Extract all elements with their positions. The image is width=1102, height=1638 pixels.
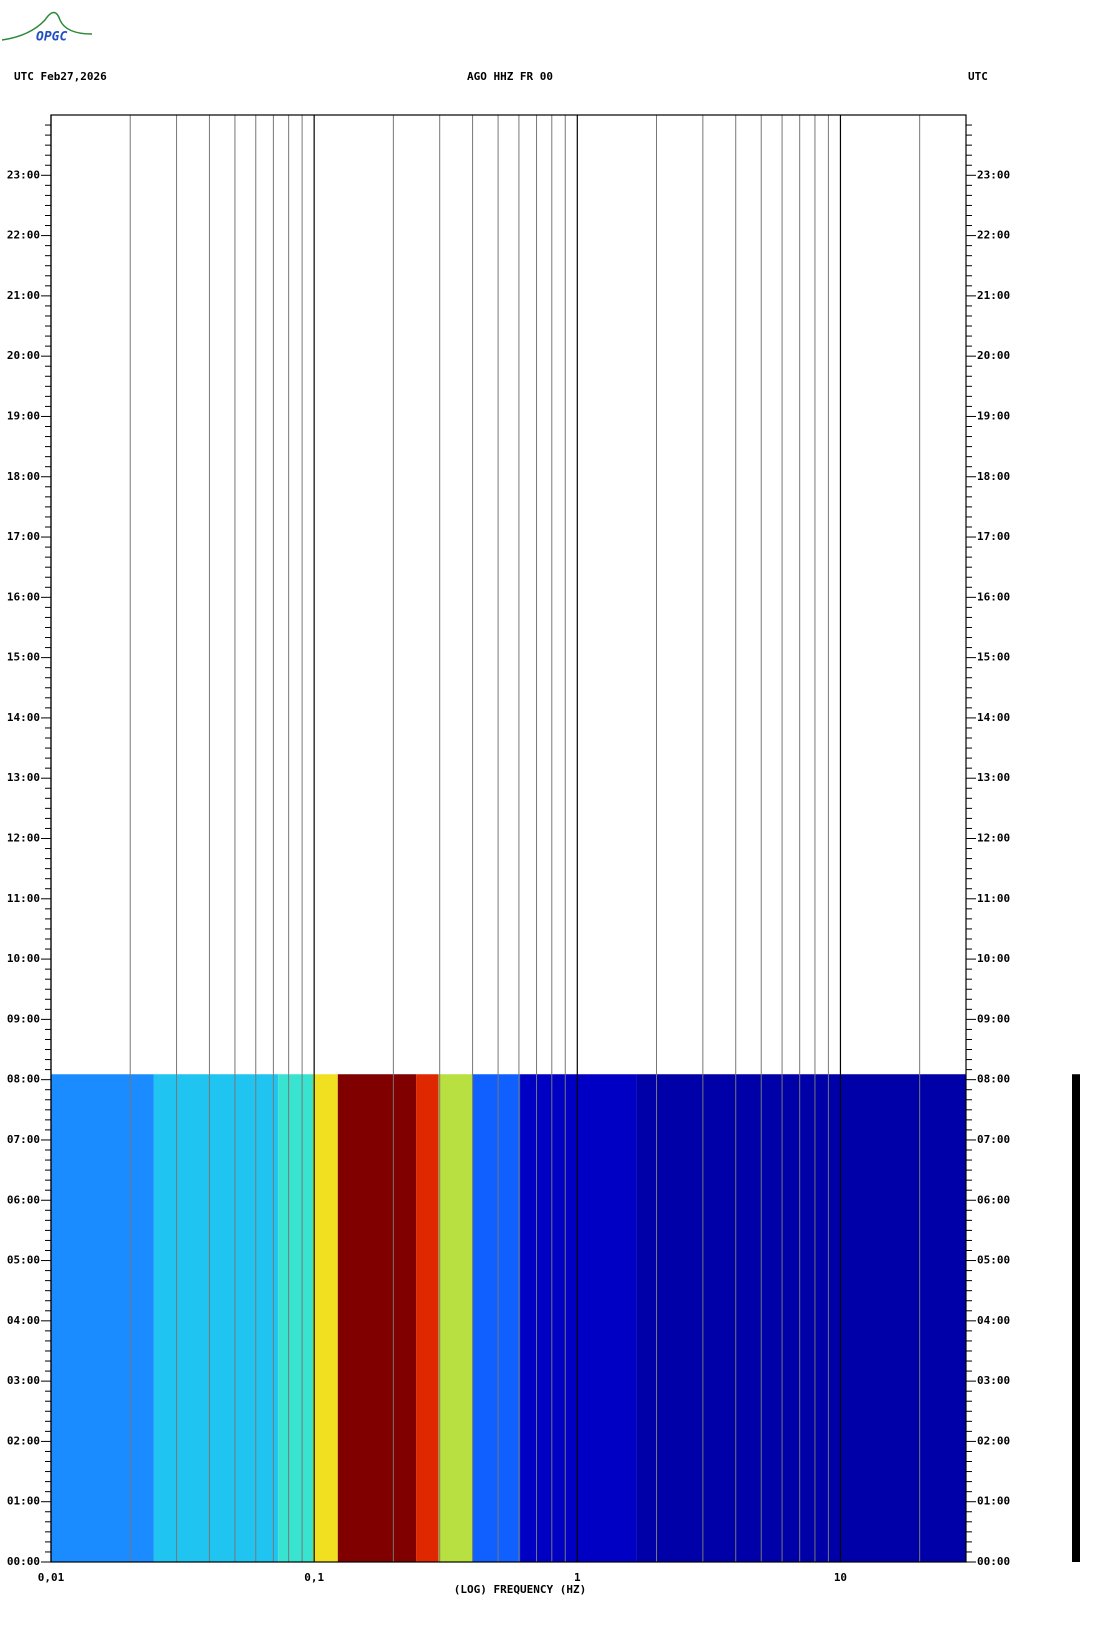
y-tick-label: 04:00 (7, 1314, 40, 1327)
spectrum-band (520, 1074, 637, 1562)
spectrum-band (416, 1074, 439, 1562)
y-tick-label-right: 09:00 (977, 1012, 1010, 1025)
y-tick-label-right: 15:00 (977, 651, 1010, 664)
y-tick-label: 12:00 (7, 832, 40, 845)
x-axis-label: (LOG) FREQUENCY (HZ) (454, 1583, 586, 1596)
y-tick-label-right: 07:00 (977, 1133, 1010, 1146)
y-tick-label: 18:00 (7, 470, 40, 483)
y-tick-label: 15:00 (7, 651, 40, 664)
spectrum-band (472, 1074, 521, 1562)
y-tick-label: 07:00 (7, 1133, 40, 1146)
y-tick-label: 16:00 (7, 590, 40, 603)
y-tick-label-right: 22:00 (977, 229, 1010, 242)
spectrum-band (51, 1074, 154, 1562)
y-tick-label: 01:00 (7, 1495, 40, 1508)
y-tick-label: 14:00 (7, 711, 40, 724)
y-tick-label-right: 20:00 (977, 349, 1010, 362)
y-tick-label: 00:00 (7, 1555, 40, 1568)
spectrum-band (438, 1074, 473, 1562)
y-tick-label-right: 01:00 (977, 1495, 1010, 1508)
y-tick-label-right: 10:00 (977, 952, 1010, 965)
y-tick-label-right: 12:00 (977, 832, 1010, 845)
y-tick-label: 17:00 (7, 530, 40, 543)
y-tick-label-right: 08:00 (977, 1073, 1010, 1086)
y-tick-label: 10:00 (7, 952, 40, 965)
spectrum-band (313, 1074, 338, 1562)
y-tick-label: 19:00 (7, 409, 40, 422)
y-tick-label-right: 16:00 (977, 590, 1010, 603)
y-tick-label-right: 23:00 (977, 168, 1010, 181)
y-tick-label-right: 11:00 (977, 892, 1010, 905)
y-tick-label-right: 04:00 (977, 1314, 1010, 1327)
y-tick-label-right: 18:00 (977, 470, 1010, 483)
y-tick-label-right: 21:00 (977, 289, 1010, 302)
x-tick-label: 1 (574, 1571, 581, 1584)
y-tick-label-right: 13:00 (977, 771, 1010, 784)
y-tick-label: 13:00 (7, 771, 40, 784)
y-tick-label: 05:00 (7, 1254, 40, 1267)
y-tick-label: 06:00 (7, 1193, 40, 1206)
x-tick-label: 10 (834, 1571, 847, 1584)
y-tick-label-right: 05:00 (977, 1254, 1010, 1267)
y-tick-label: 21:00 (7, 289, 40, 302)
y-tick-label: 02:00 (7, 1434, 40, 1447)
header-right: UTC (968, 70, 988, 83)
y-tick-label-right: 06:00 (977, 1193, 1010, 1206)
spectrum-band (153, 1074, 279, 1562)
x-tick-label: 0,1 (304, 1571, 324, 1584)
seismic-trace (1072, 1074, 1080, 1562)
y-tick-label-right: 14:00 (977, 711, 1010, 724)
y-tick-label-right: 02:00 (977, 1434, 1010, 1447)
x-tick-label: 0,01 (38, 1571, 65, 1584)
logo: OPGC (36, 30, 67, 45)
spectrum-band (337, 1074, 417, 1562)
y-tick-label-right: 03:00 (977, 1374, 1010, 1387)
y-tick-label: 03:00 (7, 1374, 40, 1387)
y-tick-label: 20:00 (7, 349, 40, 362)
chart-title: AGO HHZ FR 00 (467, 70, 553, 83)
y-tick-label: 22:00 (7, 229, 40, 242)
y-tick-label-right: 19:00 (977, 409, 1010, 422)
y-tick-label: 08:00 (7, 1073, 40, 1086)
y-tick-label: 11:00 (7, 892, 40, 905)
spectrum-band (636, 1074, 966, 1562)
header-left: UTC Feb27,2026 (14, 70, 107, 83)
logo-curve (1, 11, 93, 41)
spectrum-band (278, 1074, 314, 1562)
y-tick-label: 09:00 (7, 1012, 40, 1025)
y-tick-label: 23:00 (7, 168, 40, 181)
y-tick-label-right: 00:00 (977, 1555, 1010, 1568)
y-tick-label-right: 17:00 (977, 530, 1010, 543)
